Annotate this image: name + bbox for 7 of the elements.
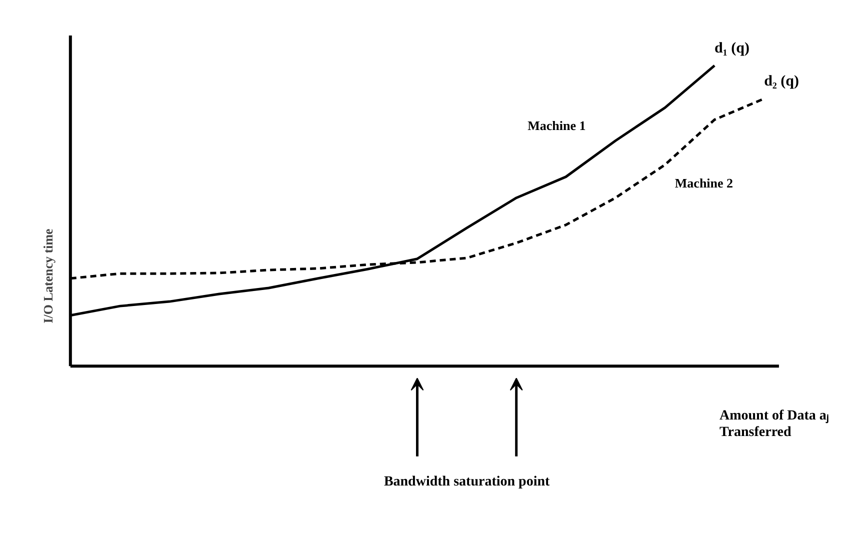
x-axis-title: Amount of Data aⱼ Transferred	[719, 408, 828, 440]
series-label: Machine 1	[528, 118, 586, 134]
text: d₁ (q)	[714, 40, 750, 57]
text: Bandwidth saturation point	[384, 474, 550, 490]
series-label: Machine 2	[674, 175, 734, 190]
annotation: d₂ (q)	[764, 74, 800, 90]
y-axis-title: I/O Latency time	[40, 228, 56, 324]
